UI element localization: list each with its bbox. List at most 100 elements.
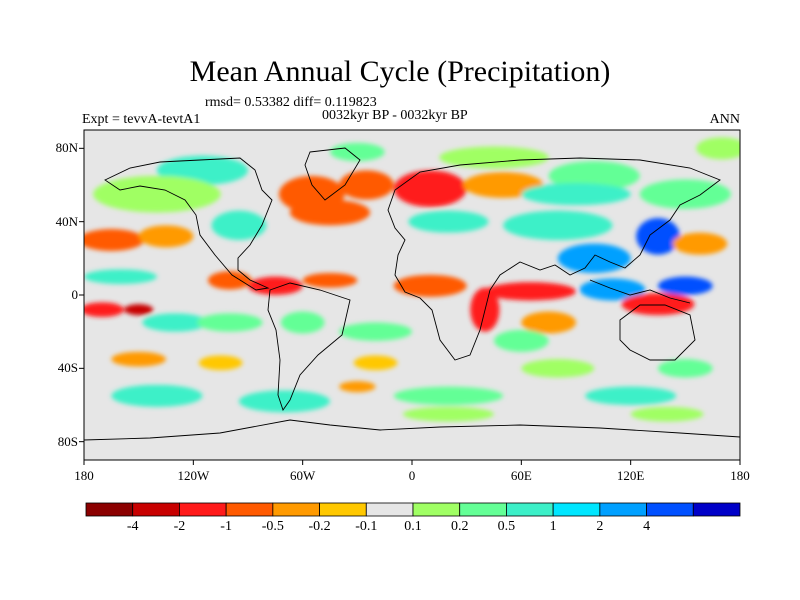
period-line: 0032kyr BP - 0032kyr BP <box>322 108 468 123</box>
anomaly-region-38 <box>493 329 549 352</box>
anomaly-region-32 <box>658 276 713 296</box>
map-area <box>84 130 740 460</box>
coast-antarctica <box>84 419 740 441</box>
anomaly-region-21 <box>84 269 157 284</box>
lat-label: 80S <box>57 433 78 449</box>
anomaly-region-47 <box>585 386 677 406</box>
anomaly-region-8 <box>339 170 394 200</box>
coast-greenland <box>304 147 361 201</box>
colorbar-label: 1 <box>549 519 557 534</box>
lon-label: 120W <box>177 468 210 483</box>
lon-label: 120E <box>616 468 645 483</box>
anomaly-region-10 <box>393 170 467 208</box>
anomaly-region-41 <box>353 355 398 371</box>
anomaly-region-23 <box>248 276 303 296</box>
anomaly-region-48 <box>339 381 376 393</box>
colorbar-label: -4 <box>126 519 139 534</box>
anomaly-region-33 <box>84 302 125 317</box>
anomaly-region-5 <box>93 175 221 213</box>
colorbar-swatch-4 <box>272 502 320 517</box>
anomaly-region-14 <box>84 229 145 251</box>
anomaly-region-0 <box>696 137 740 160</box>
anomaly-region-34 <box>124 304 154 316</box>
anomaly-region-22 <box>207 271 252 290</box>
anomaly-region-31 <box>621 293 695 316</box>
anomaly-region-37 <box>339 322 412 341</box>
colorbar-swatch-8 <box>459 502 507 517</box>
colorbar-swatch-12 <box>646 502 694 517</box>
colorbar-swatch-9 <box>506 502 554 517</box>
anomaly-region-40 <box>198 355 243 371</box>
colorbar-swatch-1 <box>132 502 180 517</box>
coast-south-america <box>267 282 351 411</box>
anomaly-region-18 <box>636 218 680 255</box>
anomaly-region-19 <box>672 232 728 255</box>
colorbar-swatch-7 <box>412 502 461 517</box>
colorbar-swatch-6 <box>365 502 414 517</box>
colorbar-label: 2 <box>596 519 604 534</box>
anomaly-region-24 <box>302 273 358 288</box>
colorbar-swatch-5 <box>319 502 367 517</box>
coast-north-america <box>104 157 273 291</box>
anomaly-region-15 <box>138 225 194 248</box>
colorbar-swatch-10 <box>552 502 601 517</box>
anomaly-region-16 <box>408 210 489 233</box>
anomaly-region-9 <box>289 199 371 226</box>
colorbar-label: 0.5 <box>497 519 516 534</box>
colorbar-label: 0.2 <box>450 519 469 534</box>
colorbar-label: 4 <box>643 519 651 534</box>
coast-eurasia-africa <box>387 157 721 361</box>
anomaly-region-50 <box>630 406 704 422</box>
colorbar-label: -0.1 <box>355 519 378 534</box>
anomaly-region-3 <box>548 161 640 191</box>
colorbar-swatch-0 <box>85 502 134 517</box>
colorbar <box>85 502 741 517</box>
anomaly-region-26 <box>393 274 467 297</box>
lon-label: 180 <box>74 468 94 483</box>
season-label: ANN <box>709 112 740 127</box>
colorbar-swatch-13 <box>692 502 741 517</box>
anomaly-region-42 <box>521 359 595 378</box>
colorbar-swatch-2 <box>179 502 227 517</box>
anomaly-region-35 <box>142 313 208 332</box>
coast-maritime-continent <box>589 279 691 304</box>
lat-label: 80N <box>55 140 78 156</box>
anomaly-region-43 <box>658 359 713 378</box>
lon-label: 0 <box>408 468 416 483</box>
anomaly-region-13 <box>211 210 267 240</box>
lon-label: 60W <box>290 468 316 483</box>
anomaly-region-36 <box>196 313 263 332</box>
colorbar-swatch-11 <box>599 502 647 517</box>
anomaly-region-25 <box>280 311 325 334</box>
anomaly-region-12 <box>521 183 631 206</box>
coast-australia <box>619 304 696 361</box>
lon-label: 180 <box>730 468 750 483</box>
lat-label: 40S <box>57 360 78 376</box>
colorbar-label: -0.5 <box>261 519 284 534</box>
anomaly-region-20 <box>557 243 631 273</box>
colorbar-label: -0.2 <box>308 519 331 534</box>
axis-ticks <box>79 147 741 465</box>
colorbar-label: 0.1 <box>404 519 422 534</box>
anomaly-region-28 <box>484 282 576 301</box>
anomaly-region-29 <box>521 311 577 334</box>
anomaly-region-44 <box>111 384 203 407</box>
colorbar-swatch-3 <box>225 502 274 517</box>
anomaly-region-2 <box>439 146 549 169</box>
anomaly-region-46 <box>393 386 504 406</box>
anomaly-region-49 <box>402 406 495 422</box>
anomaly-region-39 <box>111 351 166 367</box>
coastlines <box>84 147 740 441</box>
colorbar-label: -1 <box>220 519 232 534</box>
lon-label: 60E <box>510 468 532 483</box>
experiment-label: Expt = tevvA-tevtA1 <box>82 112 201 127</box>
anomaly-region-6 <box>639 179 731 209</box>
colorbar-label: -2 <box>173 519 186 534</box>
plot-title: Mean Annual Cycle (Precipitation) <box>189 55 611 88</box>
lat-label: 0 <box>71 287 79 302</box>
anomaly-fields <box>84 137 740 422</box>
anomaly-region-45 <box>238 390 330 413</box>
anomaly-region-1 <box>330 142 385 162</box>
stats-line: rmsd= 0.53382 diff= 0.119823 <box>205 95 377 110</box>
